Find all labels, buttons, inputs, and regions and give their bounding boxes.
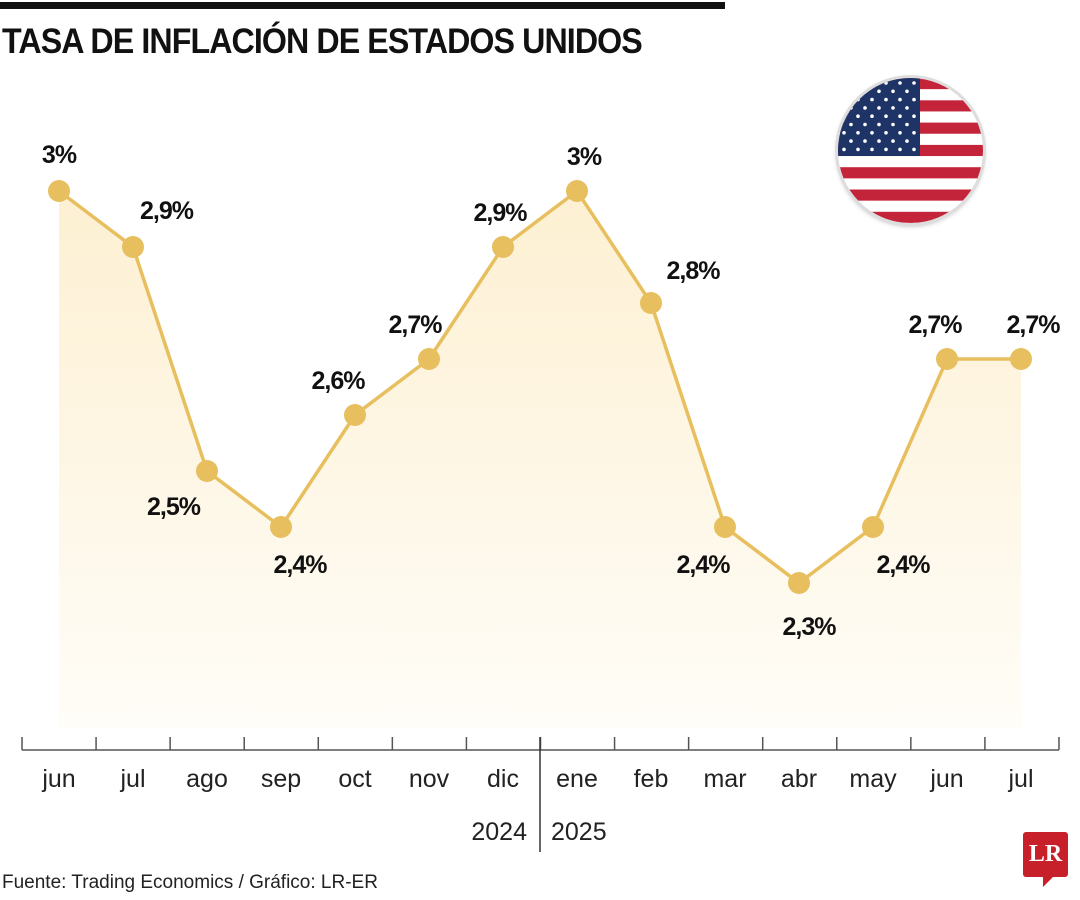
- data-point: [196, 460, 218, 482]
- x-tick-label: ago: [186, 765, 228, 793]
- data-point: [492, 236, 514, 258]
- x-tick-label: sep: [261, 765, 301, 793]
- x-tick-label: abr: [781, 765, 817, 793]
- data-label: 2,5%: [147, 493, 201, 521]
- data-label: 3%: [567, 143, 602, 171]
- x-tick-label: mar: [703, 765, 746, 793]
- data-point: [788, 572, 810, 594]
- data-label: 2,7%: [389, 311, 443, 339]
- data-point: [714, 516, 736, 538]
- area-fill: [59, 191, 1021, 728]
- data-point: [640, 292, 662, 314]
- x-tick-label: jul: [1007, 765, 1033, 793]
- x-tick-label: nov: [409, 765, 450, 793]
- x-tick-label: ene: [556, 765, 598, 793]
- data-point: [122, 236, 144, 258]
- year-label: 2024: [471, 818, 527, 846]
- data-label: 2,7%: [1007, 311, 1061, 339]
- data-point: [936, 348, 958, 370]
- source-note: Fuente: Trading Economics / Gráfico: LR-…: [2, 872, 378, 893]
- data-label: 2,9%: [474, 199, 528, 227]
- data-label: 2,9%: [140, 197, 194, 225]
- x-tick-label: oct: [338, 765, 371, 793]
- data-label: 3%: [42, 141, 77, 169]
- x-tick-label: dic: [487, 765, 519, 793]
- x-tick-label: jul: [119, 765, 145, 793]
- top-rule: [0, 2, 725, 9]
- data-label: 2,7%: [909, 311, 963, 339]
- lr-logo: LR: [1023, 832, 1068, 887]
- data-point: [1010, 348, 1032, 370]
- x-tick-label: jun: [41, 765, 75, 793]
- data-point: [48, 180, 70, 202]
- chart-title: TASA DE INFLACIÓN DE ESTADOS UNIDOS: [2, 22, 643, 61]
- year-label: 2025: [551, 818, 607, 846]
- x-tick-label: may: [849, 765, 897, 793]
- data-label: 2,3%: [783, 613, 837, 641]
- us-flag-icon: [838, 78, 983, 223]
- data-point: [418, 348, 440, 370]
- series-line: [57, 188, 1021, 586]
- data-label: 2,4%: [274, 551, 328, 579]
- data-label: 2,4%: [877, 551, 931, 579]
- data-point: [344, 404, 366, 426]
- x-tick-label: feb: [634, 765, 669, 793]
- data-label: 2,4%: [677, 551, 731, 579]
- data-label: 2,6%: [312, 367, 366, 395]
- x-tick-label: jun: [929, 765, 963, 793]
- data-point: [270, 516, 292, 538]
- data-point: [862, 516, 884, 538]
- data-point: [566, 180, 588, 202]
- data-label: 2,8%: [667, 257, 721, 285]
